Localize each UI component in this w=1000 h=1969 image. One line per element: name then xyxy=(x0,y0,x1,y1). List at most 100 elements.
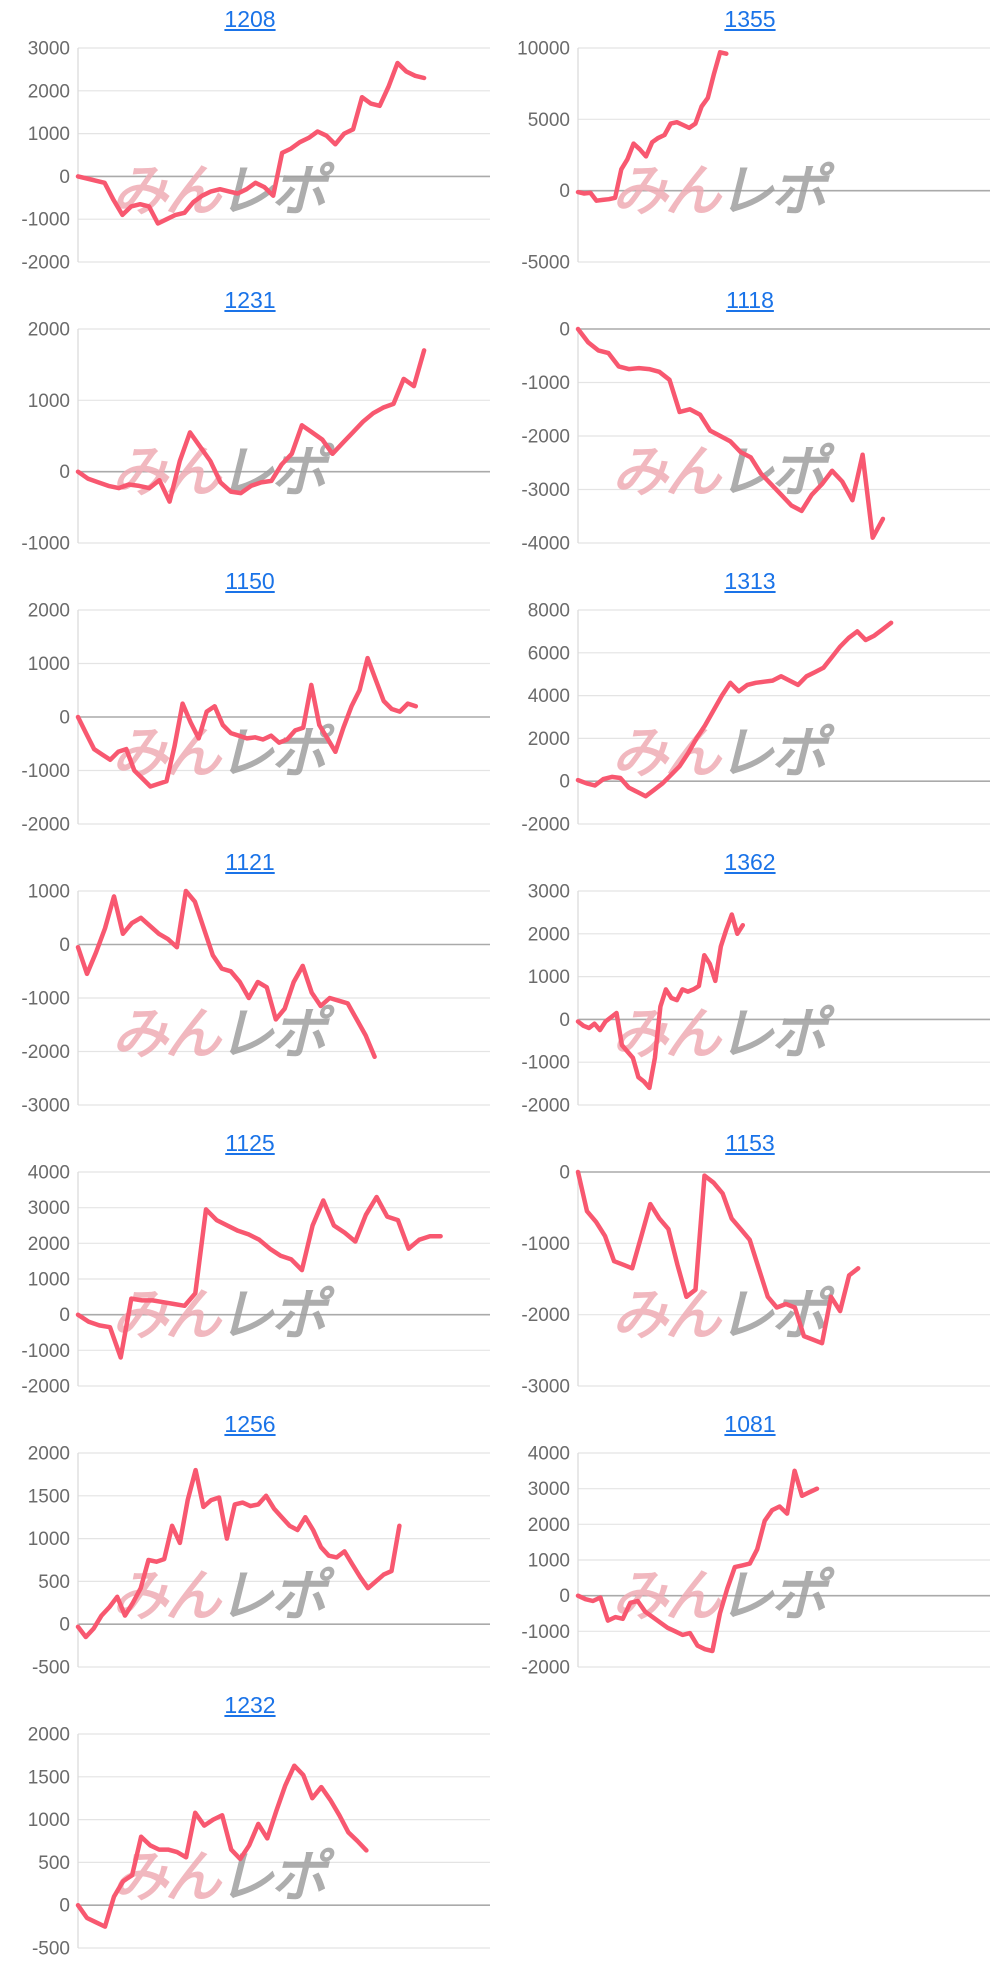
y-axis-tick-label: -2000 xyxy=(521,427,570,448)
chart-plot: 4000 3000 2000 1000 0 -1000 -2000 みんレポ xyxy=(521,1444,990,1679)
y-axis-tick-label: 2000 xyxy=(528,924,570,945)
y-axis-tick-label: 0 xyxy=(59,1615,70,1636)
minrepo-watermark: みんレポ xyxy=(609,1285,837,1347)
chart-plot: 3000 2000 1000 0 -1000 -2000 みんレポ xyxy=(521,882,990,1117)
chart-card-1355: 1355 10000 5000 0 -5000 みんレポ xyxy=(500,0,1000,281)
chart-card-1118: 1118 0 -1000 -2000 -3000 -4000 みんレポ xyxy=(500,281,1000,562)
y-axis-tick-label: -2000 xyxy=(521,1658,570,1679)
y-axis-tick-label: -1000 xyxy=(521,373,570,394)
y-axis-tick-label: 4000 xyxy=(528,686,570,707)
y-axis-tick-label: 0 xyxy=(59,708,70,729)
series-line xyxy=(75,1763,369,1929)
watermark-pink-text: みん xyxy=(609,161,732,223)
chart-plot: 3000 2000 1000 0 -1000 -2000 みんレポ xyxy=(21,39,490,274)
y-axis-tick-label: 6000 xyxy=(528,643,570,664)
chart-card-1362: 1362 3000 2000 1000 0 -1000 -2000 みんレポ xyxy=(500,843,1000,1124)
y-axis-tick-label: -2000 xyxy=(21,815,70,836)
chart-card-1121: 1121 1000 0 -1000 -2000 -3000 みんレポ xyxy=(0,843,500,1124)
chart-title-link[interactable]: 1150 xyxy=(225,568,275,594)
y-axis-tick-label: 2000 xyxy=(528,1515,570,1536)
chart-title-row: 1081 xyxy=(500,1411,1000,1443)
series-line xyxy=(75,1194,443,1360)
series-line xyxy=(75,60,427,226)
chart-card-1081: 1081 4000 3000 2000 1000 0 -1000 -2000 みんレポ xyxy=(500,1405,1000,1686)
y-axis-tick-label: 0 xyxy=(59,1896,70,1917)
minrepo-watermark: みんレポ xyxy=(109,1847,337,1909)
watermark-pink-text: みん xyxy=(109,1566,232,1628)
watermark-pink-text: みん xyxy=(109,1004,232,1066)
chart-title-link[interactable]: 1121 xyxy=(225,849,275,875)
chart-card-1231: 1231 2000 1000 0 -1000 みんレポ xyxy=(0,281,500,562)
chart-title-link[interactable]: 1256 xyxy=(224,1411,276,1437)
series-line xyxy=(75,655,419,789)
chart-plot: 2000 1000 0 -1000 みんレポ xyxy=(21,320,490,555)
chart-plot: 2000 1500 1000 500 0 -500 みんレポ xyxy=(28,1444,490,1679)
chart-title-row: 1355 xyxy=(500,6,1000,38)
chart-plot: 0 -1000 -2000 -3000 -4000 みんレポ xyxy=(521,320,990,555)
y-axis-tick-label: -500 xyxy=(32,1939,70,1960)
minrepo-watermark: みんレポ xyxy=(109,1566,337,1628)
watermark-gray-text: レポ xyxy=(215,1285,337,1347)
chart-title-row: 1256 xyxy=(0,1411,500,1443)
chart-card-1232: 1232 2000 1500 1000 500 0 -500 みんレポ xyxy=(0,1686,500,1967)
watermark-gray-text: レポ xyxy=(715,1004,837,1066)
watermark-gray-text: レポ xyxy=(715,1285,837,1347)
y-axis-tick-label: -4000 xyxy=(521,534,570,555)
y-axis-tick-label: 2000 xyxy=(28,81,70,102)
chart-title-link[interactable]: 1118 xyxy=(726,287,774,313)
y-axis-tick-label: -2000 xyxy=(521,815,570,836)
y-axis-tick-label: 0 xyxy=(559,181,570,202)
chart-title-row: 1153 xyxy=(500,1130,1000,1162)
chart-title-row: 1118 xyxy=(500,287,1000,319)
y-axis-tick-label: 3000 xyxy=(528,1479,570,1500)
y-axis-tick-label: 4000 xyxy=(28,1163,70,1184)
y-axis-tick-label: 1000 xyxy=(28,882,70,903)
y-axis-tick-label: 1000 xyxy=(28,1810,70,1831)
chart-title-link[interactable]: 1362 xyxy=(724,849,776,875)
minrepo-watermark: みんレポ xyxy=(109,1004,337,1066)
y-axis-tick-label: 5000 xyxy=(528,110,570,131)
chart-title-link[interactable]: 1125 xyxy=(225,1130,275,1156)
y-axis-tick-label: 1000 xyxy=(28,654,70,675)
y-axis-tick-label: -2000 xyxy=(21,1042,70,1063)
chart-title-link[interactable]: 1355 xyxy=(724,6,776,32)
y-axis-tick-label: 0 xyxy=(59,1305,70,1326)
chart-title-row: 1150 xyxy=(0,568,500,600)
watermark-pink-text: みん xyxy=(609,1566,732,1628)
y-axis-tick-label: 0 xyxy=(559,772,570,793)
chart-title-row: 1231 xyxy=(0,287,500,319)
chart-plot: 10000 5000 0 -5000 みんレポ xyxy=(517,39,990,274)
series-line xyxy=(575,1169,861,1346)
chart-title-link[interactable]: 1231 xyxy=(224,287,276,313)
chart-plot: 1000 0 -1000 -2000 -3000 みんレポ xyxy=(21,882,490,1117)
chart-title-link[interactable]: 1081 xyxy=(724,1411,776,1437)
chart-card-1208: 1208 3000 2000 1000 0 -1000 -2000 みんレポ xyxy=(0,0,500,281)
y-axis-tick-label: -3000 xyxy=(521,480,570,501)
chart-plot: 0 -1000 -2000 -3000 みんレポ xyxy=(521,1163,990,1398)
minrepo-watermark: みんレポ xyxy=(609,161,837,223)
y-axis-tick-label: 1000 xyxy=(28,1270,70,1291)
chart-title-row: 1362 xyxy=(500,849,1000,881)
y-axis-tick-label: -2000 xyxy=(21,253,70,274)
watermark-pink-text: みん xyxy=(609,1004,732,1066)
chart-card-1153: 1153 0 -1000 -2000 -3000 みんレポ xyxy=(500,1124,1000,1405)
chart-title-link[interactable]: 1153 xyxy=(725,1130,775,1156)
minrepo-watermark: みんレポ xyxy=(109,161,337,223)
watermark-gray-text: レポ xyxy=(715,1566,837,1628)
chart-plot: 2000 1000 0 -1000 -2000 みんレポ xyxy=(21,601,490,836)
y-axis-tick-label: -3000 xyxy=(521,1377,570,1398)
y-axis-tick-label: 2000 xyxy=(28,320,70,341)
y-axis-tick-label: 2000 xyxy=(528,729,570,750)
y-axis-tick-label: -1000 xyxy=(21,210,70,231)
chart-title-link[interactable]: 1232 xyxy=(224,1692,276,1718)
chart-title-row: 1121 xyxy=(0,849,500,881)
y-axis-tick-label: -2000 xyxy=(521,1096,570,1117)
chart-title-link[interactable]: 1313 xyxy=(724,568,776,594)
y-axis-tick-label: -1000 xyxy=(21,989,70,1010)
minrepo-watermark: みんレポ xyxy=(609,442,837,504)
y-axis-tick-label: -2000 xyxy=(521,1305,570,1326)
chart-title-link[interactable]: 1208 xyxy=(224,6,276,32)
y-axis-tick-label: -1000 xyxy=(21,534,70,555)
y-axis-tick-label: 2000 xyxy=(28,1444,70,1465)
